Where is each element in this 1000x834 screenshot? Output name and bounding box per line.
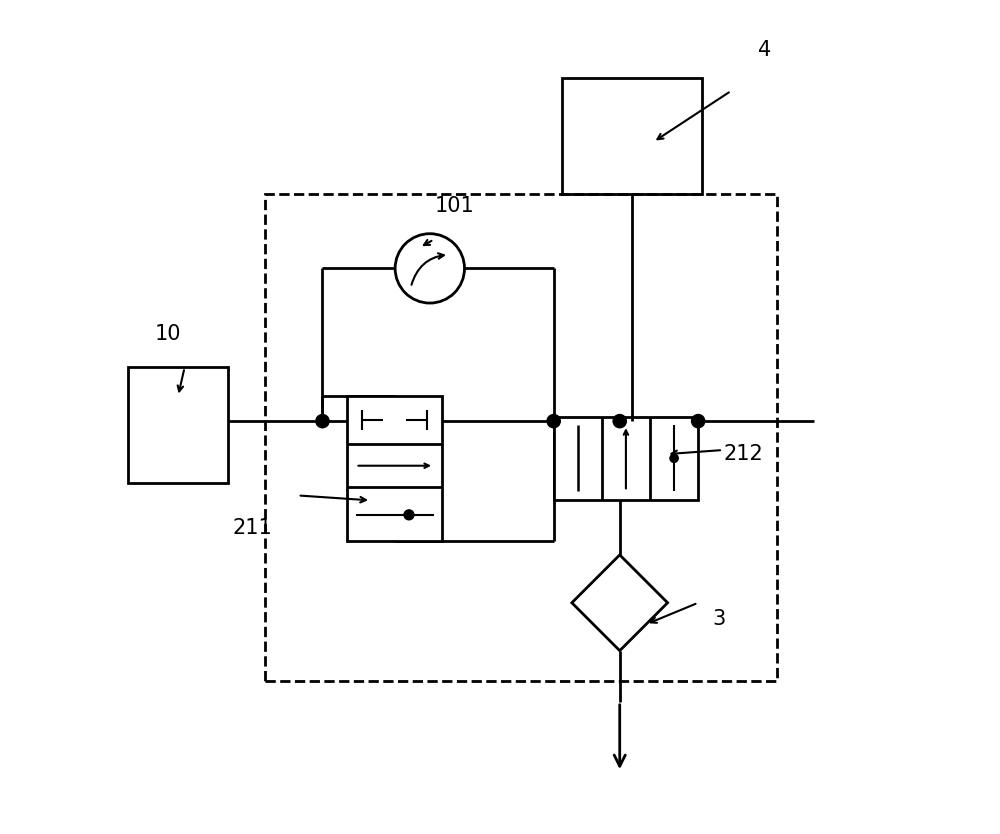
Circle shape	[547, 414, 560, 428]
Text: 10: 10	[155, 324, 181, 344]
Circle shape	[613, 414, 626, 428]
Circle shape	[670, 455, 678, 462]
Circle shape	[692, 414, 705, 428]
Bar	[128, 368, 228, 483]
Circle shape	[316, 414, 329, 428]
Text: 211: 211	[232, 519, 272, 539]
Circle shape	[404, 510, 414, 520]
Bar	[554, 417, 698, 500]
Text: 4: 4	[758, 39, 771, 59]
Text: 101: 101	[435, 197, 474, 217]
Bar	[562, 78, 702, 194]
Bar	[265, 194, 777, 681]
Polygon shape	[572, 555, 668, 651]
Bar	[347, 396, 442, 541]
Text: 3: 3	[712, 610, 725, 630]
Text: 212: 212	[724, 445, 763, 465]
